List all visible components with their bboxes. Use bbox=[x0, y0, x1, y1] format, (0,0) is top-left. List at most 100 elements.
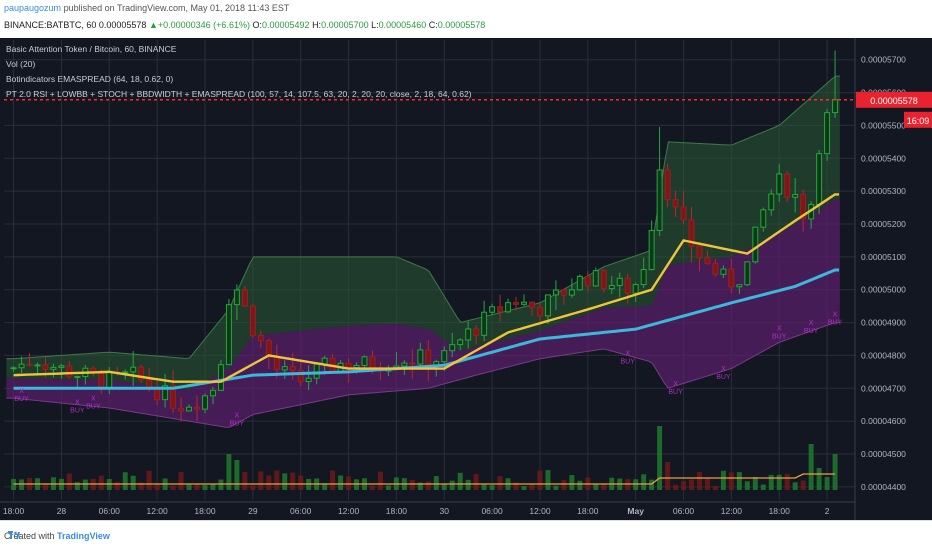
bb-lower-band bbox=[6, 199, 840, 428]
candle-body bbox=[592, 270, 599, 287]
candle-body bbox=[249, 305, 256, 336]
candle-body bbox=[648, 230, 655, 271]
candle-body bbox=[353, 364, 360, 369]
volume-bar bbox=[433, 476, 439, 490]
candle-body bbox=[178, 407, 185, 412]
x-tick-label: 18:00 bbox=[577, 506, 599, 516]
signal-x-marker: X bbox=[75, 400, 80, 407]
volume-bar bbox=[473, 473, 479, 490]
legend-indicator-emaspread: Botindicators EMASPREAD (64, 18, 0.62, 0… bbox=[6, 74, 173, 84]
volume-bar bbox=[298, 475, 304, 490]
candle-body bbox=[441, 350, 448, 363]
x-tick-label: 18:00 bbox=[386, 506, 408, 516]
volume-bar bbox=[274, 470, 280, 490]
signal-buy-label: BUY bbox=[14, 396, 29, 403]
volume-bar bbox=[330, 470, 336, 490]
volume-bar bbox=[657, 426, 663, 490]
volume-bar bbox=[601, 484, 607, 490]
candlesticks bbox=[10, 50, 839, 422]
volume-bar bbox=[409, 479, 415, 490]
candle-body bbox=[273, 356, 280, 371]
candle-body bbox=[409, 362, 416, 365]
chart-area[interactable]: X BUY X BUY X BUY X BUY X BUY X BUY X BUY X BUY X BUY X BUY… bbox=[0, 38, 932, 520]
candle-body bbox=[784, 173, 791, 198]
x-tick-label: 30 bbox=[440, 506, 450, 516]
candle-body bbox=[257, 334, 264, 342]
candle-body bbox=[513, 302, 520, 305]
bb-upper-band bbox=[6, 76, 840, 390]
signal-buy-label: BUY bbox=[772, 333, 787, 340]
volume-bar bbox=[752, 476, 758, 490]
y-tick-label: 0.00005400 bbox=[861, 153, 906, 163]
volume-bar bbox=[577, 480, 583, 490]
chart-svg[interactable]: XBUYXBUYXBUYXBUYXBUYXBUYXBUYXBUYXBUYXBUY… bbox=[0, 38, 932, 520]
candle-body bbox=[544, 294, 551, 317]
candle-body bbox=[736, 284, 743, 288]
candle-body bbox=[10, 367, 17, 370]
candle-body bbox=[401, 362, 408, 367]
candle-body bbox=[281, 366, 288, 371]
signal-x-marker: X bbox=[673, 381, 678, 388]
volume-bar bbox=[186, 484, 192, 490]
price-tag: 0.00005578 16:09 bbox=[856, 91, 932, 128]
candle-body bbox=[672, 199, 679, 208]
candle-body bbox=[656, 169, 663, 232]
volume-bar bbox=[338, 475, 344, 490]
x-tick-label: 18:00 bbox=[769, 506, 791, 516]
volume-bar bbox=[74, 482, 80, 490]
candle-body bbox=[584, 275, 591, 287]
x-tick-label: May bbox=[627, 506, 644, 516]
candle-body bbox=[529, 301, 535, 308]
volume-bar bbox=[808, 444, 814, 490]
candle-body bbox=[465, 328, 472, 341]
bb-lower-line bbox=[6, 322, 840, 428]
volume-ma-line bbox=[13, 473, 836, 485]
y-tick-label: 0.00005700 bbox=[861, 55, 906, 65]
candle-body bbox=[624, 277, 631, 294]
signal-buy-label: BUY bbox=[828, 320, 843, 327]
volume-bar bbox=[82, 479, 88, 490]
volume-bar bbox=[513, 482, 519, 490]
signal-buy-label: BUY bbox=[668, 389, 683, 396]
volume-bar bbox=[720, 470, 726, 490]
candle-body bbox=[560, 289, 567, 296]
candle-body bbox=[536, 306, 543, 317]
candle-body bbox=[289, 366, 296, 371]
bb-upper-line bbox=[6, 75, 840, 360]
volume-bar bbox=[210, 483, 216, 490]
y-tick-label: 0.00004800 bbox=[861, 350, 906, 360]
volume-bar bbox=[425, 481, 431, 490]
author-link[interactable]: paupaugozum bbox=[4, 3, 62, 13]
signal-x-marker: X bbox=[625, 350, 630, 357]
volume-bar bbox=[194, 483, 200, 490]
x-tick-label: 18:00 bbox=[194, 506, 216, 516]
volume-bar bbox=[816, 468, 822, 490]
tradingview-link[interactable]: TradingView bbox=[57, 531, 110, 541]
candle-body bbox=[138, 366, 145, 381]
candle-body bbox=[297, 369, 304, 383]
x-tick-label: 28 bbox=[57, 506, 67, 516]
volume-bar bbox=[226, 454, 232, 490]
candle-body bbox=[449, 344, 456, 352]
legend-volume: Vol (20) bbox=[6, 59, 35, 69]
high-value: 0.00005700 bbox=[321, 20, 369, 30]
candle-body bbox=[34, 364, 41, 367]
signal-x-marker: X bbox=[91, 395, 96, 402]
volume-bars bbox=[11, 426, 838, 490]
x-tick-label: 18:00 bbox=[3, 506, 25, 516]
volume-bar bbox=[377, 471, 383, 490]
symbol-label: BINANCE:BATBTC, 60 bbox=[4, 20, 97, 30]
volume-bar bbox=[417, 482, 423, 490]
volume-bar bbox=[114, 482, 120, 490]
created-with: Created with TradingView bbox=[4, 531, 110, 541]
candle-body bbox=[632, 284, 639, 294]
candle-body bbox=[497, 306, 504, 313]
candle-body bbox=[552, 289, 559, 296]
y-tick-label: 0.00004500 bbox=[861, 449, 906, 459]
volume-bar bbox=[218, 479, 224, 490]
volume-bar bbox=[130, 475, 136, 490]
volume-bar bbox=[66, 473, 72, 490]
volume-bar bbox=[489, 485, 495, 490]
volume-bar bbox=[776, 474, 782, 490]
footer: Created with TradingView bbox=[0, 520, 932, 551]
